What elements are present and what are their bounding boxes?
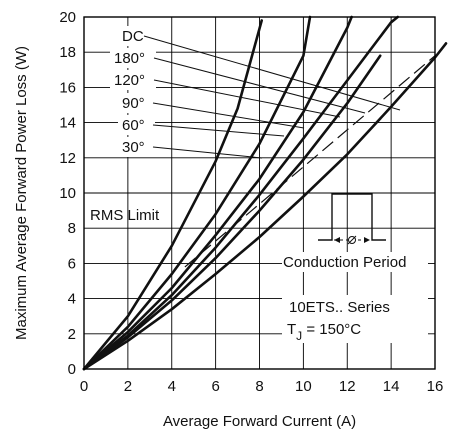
series-label: 30° bbox=[122, 139, 145, 156]
x-tick-label: 10 bbox=[295, 378, 312, 395]
plot-frame bbox=[83, 16, 436, 370]
y-tick-label: 18 bbox=[59, 44, 76, 61]
junction-temp-label: TJ = 150°C bbox=[287, 321, 361, 343]
y-tick-label: 16 bbox=[59, 79, 76, 96]
y-tick-label: 14 bbox=[59, 115, 76, 132]
y-tick-label: 10 bbox=[59, 185, 76, 202]
x-tick-label: 14 bbox=[383, 378, 400, 395]
series-line bbox=[82, 15, 312, 371]
x-tick-label: 2 bbox=[124, 378, 132, 395]
tj-value: = 150°C bbox=[302, 321, 361, 338]
curves bbox=[82, 15, 448, 371]
x-tick-label: 6 bbox=[211, 378, 219, 395]
tj-subscript: J bbox=[296, 329, 302, 343]
series-line bbox=[82, 15, 400, 371]
rms-limit-line bbox=[184, 55, 436, 268]
series-label-bg bbox=[118, 137, 155, 157]
y-tick-label: 4 bbox=[68, 291, 76, 308]
y-tick-label: 20 bbox=[59, 9, 76, 26]
leader-line bbox=[152, 146, 263, 159]
tj-symbol: T bbox=[287, 321, 296, 338]
series-label: 180° bbox=[114, 50, 145, 67]
rms-limit-label: RMS Limit bbox=[90, 207, 160, 224]
leader-line bbox=[152, 124, 285, 137]
series-label: DC bbox=[122, 28, 144, 45]
leader-line bbox=[152, 102, 305, 129]
conduction-waveform-icon bbox=[318, 193, 386, 245]
y-tick-label: 6 bbox=[68, 255, 76, 272]
y-tick-label: 0 bbox=[68, 361, 76, 378]
series-line bbox=[82, 15, 353, 371]
y-tick-label: 8 bbox=[68, 220, 76, 237]
series-line bbox=[82, 54, 382, 371]
series-line bbox=[82, 42, 448, 371]
x-tick-label: 4 bbox=[168, 378, 176, 395]
x-tick-label: 16 bbox=[427, 378, 444, 395]
y-axis-title: Maximum Average Forward Power Loss (W) bbox=[13, 46, 30, 340]
x-tick-label: 12 bbox=[339, 378, 356, 395]
leader-line bbox=[153, 57, 366, 114]
tick-labels: 0 2 4 6 8 10 12 14 16 0 2 4 6 8 10 12 14 16 18 20 bbox=[59, 9, 443, 395]
leader-line bbox=[143, 35, 401, 111]
series-label-bg bbox=[118, 115, 155, 135]
x-tick-label: 0 bbox=[80, 378, 88, 395]
series-label: 120° bbox=[114, 72, 145, 89]
series-label: 60° bbox=[122, 117, 145, 134]
y-tick-label: 2 bbox=[68, 326, 76, 343]
x-axis-title: Average Forward Current (A) bbox=[163, 413, 356, 430]
series-label: 90° bbox=[122, 95, 145, 112]
series-line bbox=[82, 19, 264, 371]
series-note-bg bbox=[282, 295, 428, 343]
series-label-bg bbox=[118, 93, 155, 113]
conduction-period-label: Conduction Period bbox=[283, 254, 406, 271]
y-tick-label: 12 bbox=[59, 150, 76, 167]
series-name-label: 10ETS.. Series bbox=[289, 299, 390, 316]
conduction-label-bg bbox=[282, 252, 428, 272]
series-label-group: DC 180° 120° 90° 60° 30° bbox=[110, 26, 401, 159]
series-label-bg bbox=[118, 26, 146, 46]
x-tick-label: 8 bbox=[255, 378, 263, 395]
series-label-bg bbox=[110, 48, 156, 68]
series-label-bg bbox=[110, 70, 156, 90]
leader-line bbox=[153, 79, 341, 118]
